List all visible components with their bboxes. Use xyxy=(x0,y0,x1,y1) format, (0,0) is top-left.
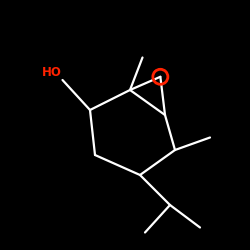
Text: HO: HO xyxy=(42,66,61,79)
